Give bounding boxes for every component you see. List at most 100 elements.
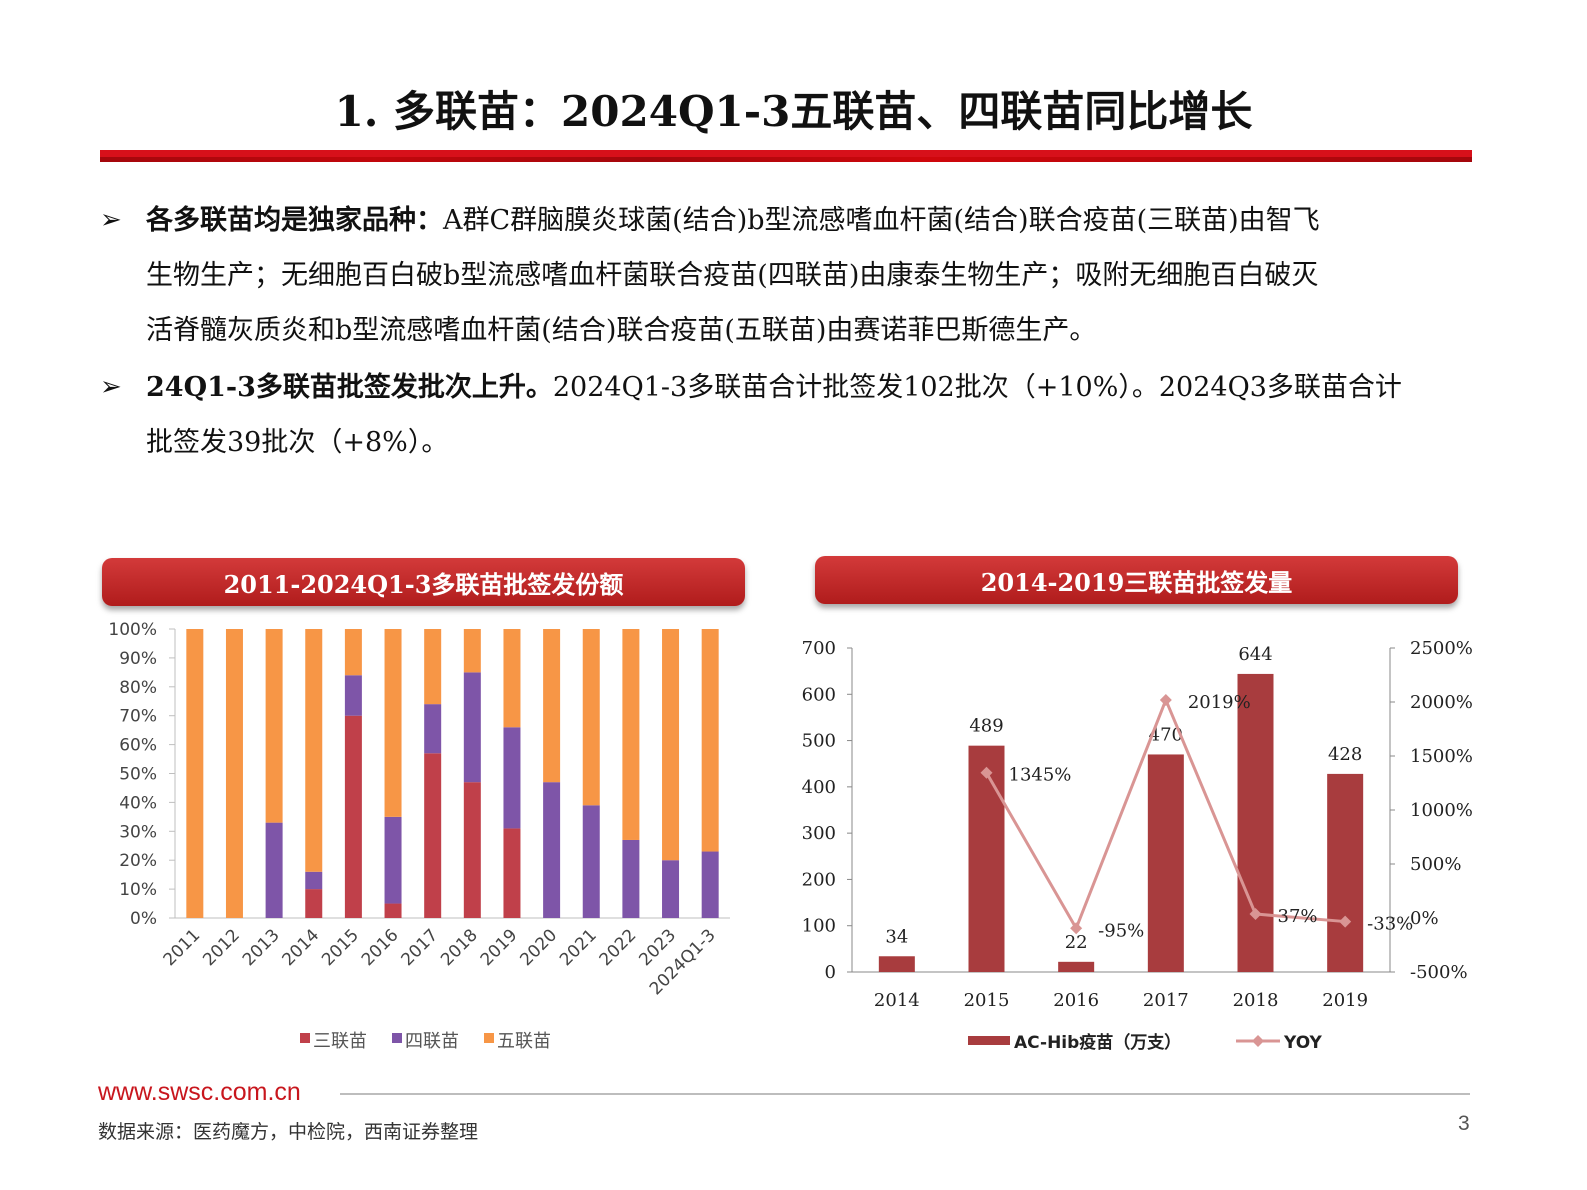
y-tick-label: 30%	[119, 822, 157, 842]
y-left-tick-label: 0	[825, 962, 836, 983]
bar-segment	[305, 629, 323, 872]
page-title: 1. 多联苗：2024Q1-3五联苗、四联苗同比增长	[334, 87, 1253, 136]
bar-segment	[424, 753, 442, 918]
bar-segment	[344, 675, 362, 716]
bar-segment	[582, 629, 600, 806]
x-tick-label: 2018	[1233, 990, 1279, 1011]
yoy-data-label: -95%	[1098, 920, 1144, 941]
arrow-bullet-icon: ➢	[100, 205, 122, 235]
bullet-2: ➢ 24Q1-3多联苗批签发批次上升。2024Q1-3多联苗合计批签发102批次…	[100, 360, 1480, 470]
x-tick-label: 2020	[516, 925, 561, 970]
yoy-point	[1249, 908, 1262, 921]
footer-divider	[340, 1093, 1470, 1095]
y-tick-label: 90%	[119, 649, 157, 669]
bullet-1-lead: 各多联苗均是独家品种：	[146, 205, 443, 236]
legend-swatch-marker	[1252, 1035, 1264, 1047]
legend-swatch	[392, 1033, 402, 1043]
footer-website[interactable]: www.swsc.com.cn	[98, 1078, 301, 1106]
yoy-data-label: 37%	[1278, 906, 1318, 927]
legend-label-line: YOY	[1283, 1033, 1323, 1053]
bar	[968, 745, 1005, 972]
x-tick-label: 2022	[596, 925, 641, 970]
bar-segment	[424, 704, 442, 754]
bar-segment	[344, 715, 362, 918]
y-tick-label: 10%	[119, 880, 157, 900]
y-left-tick-label: 200	[802, 869, 836, 890]
stacked-share-chart: 0%10%20%30%40%50%60%70%80%90%100%2011201…	[108, 620, 730, 1052]
x-tick-label: 2017	[1143, 990, 1189, 1011]
bar-segment	[662, 860, 680, 918]
y-left-tick-label: 100	[802, 916, 836, 937]
x-tick-label: 2011	[160, 925, 205, 970]
bar	[1327, 773, 1364, 972]
yoy-data-label: 2019%	[1188, 692, 1251, 713]
x-tick-label: 2016	[358, 925, 403, 970]
legend-label: 四联苗	[405, 1031, 459, 1052]
bar-segment	[463, 782, 481, 918]
yoy-point	[1070, 922, 1083, 935]
yoy-data-label: -33%	[1367, 914, 1413, 935]
bar-data-label: 489	[969, 716, 1003, 737]
x-tick-label: 2021	[556, 925, 601, 970]
bar-segment	[265, 629, 283, 823]
y-right-tick-label: 2500%	[1410, 638, 1473, 659]
x-tick-label: 2014	[874, 990, 920, 1011]
y-left-tick-label: 600	[802, 684, 836, 705]
bar	[1237, 673, 1274, 972]
bar-segment	[503, 828, 521, 918]
y-right-tick-label: -500%	[1410, 962, 1468, 983]
x-tick-label: 2012	[199, 925, 244, 970]
ac-hib-volume-chart: 0 100 200 300 400 500 600 700 -500% 0% 500% 1000% 15…	[802, 638, 1473, 1053]
bar-segment	[463, 672, 481, 783]
y-left-tick-label: 700	[802, 638, 836, 659]
bar-segment	[384, 816, 402, 904]
x-tick-label: 2016	[1053, 990, 1099, 1011]
bullet-1-line-1: A群C群脑膜炎球菌(结合)b型流感嗜血杆菌(结合)联合疫苗(三联苗)由智飞	[443, 205, 1320, 236]
bar-segment	[503, 629, 521, 728]
bullet-2-lead: 24Q1-3多联苗批签发批次上升。	[146, 372, 553, 403]
footer-source: 数据来源：医药魔方，中检院，西南证券整理	[98, 1121, 479, 1143]
bar-segment	[543, 782, 561, 918]
bar-data-label: 644	[1238, 644, 1272, 665]
bar-segment	[424, 629, 442, 705]
page-number: 3	[1458, 1112, 1470, 1135]
bar-segment	[622, 839, 640, 918]
y-tick-label: 60%	[119, 736, 157, 756]
yoy-point	[1159, 693, 1172, 706]
bar-data-label: 22	[1065, 932, 1088, 953]
y-tick-label: 40%	[119, 793, 157, 813]
bar-segment	[186, 629, 204, 918]
right-chart-header: 2014-2019三联苗批签发量	[815, 556, 1458, 604]
bar-segment	[622, 629, 640, 840]
y-right-tick-label: 0%	[1410, 908, 1439, 929]
y-left-tick-label: 300	[802, 823, 836, 844]
legend-label: 五联苗	[497, 1031, 551, 1052]
bullet-1: ➢ 各多联苗均是独家品种：A群C群脑膜炎球菌(结合)b型流感嗜血杆菌(结合)联合…	[100, 193, 1480, 358]
x-tick-label: 2015	[318, 925, 363, 970]
y-tick-label: 80%	[119, 678, 157, 698]
bar-segment	[503, 727, 521, 829]
y-tick-label: 70%	[119, 707, 157, 727]
bullet-1-line-2: 生物生产；无细胞百白破b型流感嗜血杆菌联合疫苗(四联苗)由康泰生物生产；吸附无细…	[146, 260, 1319, 291]
bar-segment	[225, 629, 243, 918]
y-left-tick-label: 500	[802, 731, 836, 752]
bullet-1-line-3: 活脊髓灰质炎和b型流感嗜血杆菌(结合)联合疫苗(五联苗)由赛诺菲巴斯德生产。	[146, 315, 1097, 346]
y-tick-label: 100%	[108, 620, 157, 640]
title-underline-shade	[100, 157, 1472, 162]
legend-swatch-bar	[968, 1036, 1010, 1045]
y-right-tick-label: 1000%	[1410, 800, 1473, 821]
bar-segment	[701, 851, 719, 918]
yoy-point	[1339, 915, 1352, 928]
y-tick-label: 0%	[130, 909, 157, 929]
bar-segment	[543, 629, 561, 783]
bar-segment	[305, 889, 323, 918]
yoy-point	[980, 766, 993, 779]
bullet-2-line-1: 2024Q1-3多联苗合计批签发102批次（+10%）。2024Q3多联苗合计	[552, 372, 1402, 403]
y-right-tick-label: 1500%	[1410, 746, 1473, 767]
arrow-bullet-icon: ➢	[100, 372, 122, 402]
x-tick-label: 2019	[1322, 990, 1368, 1011]
x-tick-label: 2014	[279, 925, 324, 970]
bar-segment	[463, 629, 481, 673]
y-right-tick-label: 2000%	[1410, 692, 1473, 713]
bar-segment	[384, 903, 402, 918]
